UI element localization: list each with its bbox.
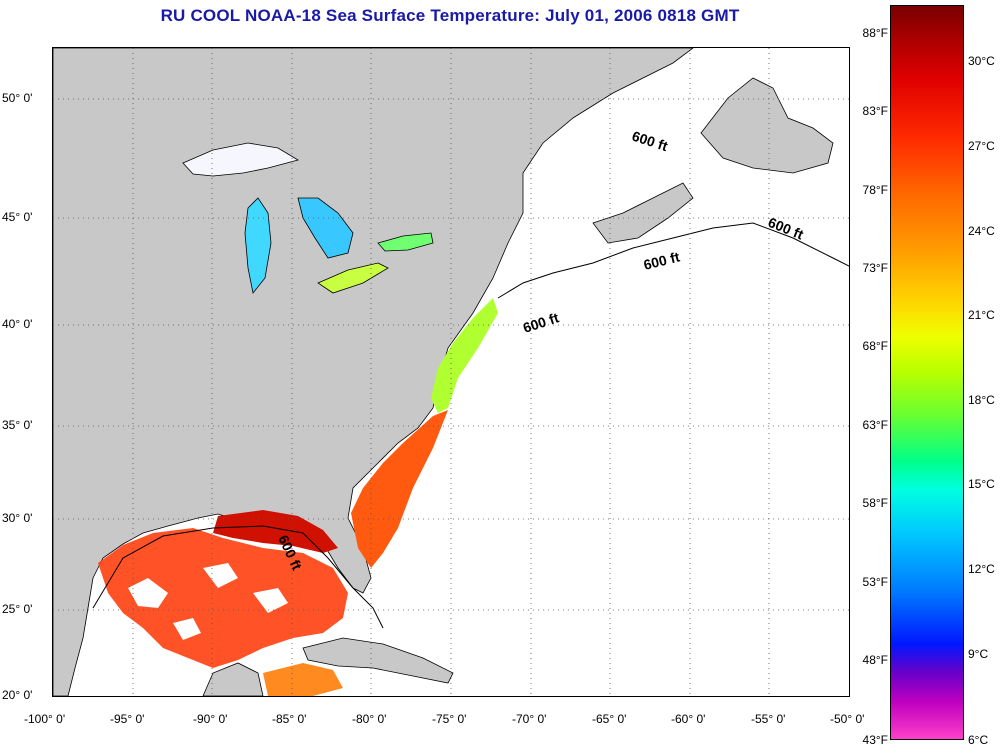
- lat-label-50: 50° 0': [2, 91, 33, 105]
- sst-map[interactable]: 600 ft 600 ft 600 ft 600 ft 600 ft: [52, 47, 850, 697]
- lat-label-30: 30° 0': [2, 511, 33, 525]
- land-nova-scotia: [592, 182, 694, 244]
- lon-label-70: -70° 0': [512, 712, 547, 726]
- sst-swath-southeast: [351, 410, 448, 568]
- cbar-label-c-30: 30°C: [968, 54, 995, 68]
- cbar-label-f-78: 78°F: [862, 183, 888, 197]
- sst-caribbean: [263, 663, 343, 696]
- cbar-label-c-18: 18°C: [968, 393, 995, 407]
- contour-label-1: 600 ft: [630, 128, 670, 155]
- lon-label-100: -100° 0': [24, 712, 66, 726]
- land-yucatan: [202, 662, 264, 696]
- lake-ontario: [377, 232, 434, 252]
- lake-michigan: [244, 197, 272, 294]
- lake-superior: [182, 142, 300, 177]
- lake-huron: [297, 197, 354, 259]
- land-newfoundland: [700, 77, 834, 174]
- map-title: RU COOL NOAA-18 Sea Surface Temperature:…: [160, 6, 740, 25]
- isobath-600ft: [497, 222, 849, 299]
- cbar-label-f-48: 48°F: [862, 653, 888, 667]
- contour-label-4: 600 ft: [521, 309, 561, 336]
- cbar-label-c-24: 24°C: [968, 224, 995, 238]
- cbar-label-f-53: 53°F: [862, 575, 888, 589]
- lon-label-75: -75° 0': [432, 712, 467, 726]
- contour-label-2: 600 ft: [766, 214, 806, 243]
- cbar-label-f-58: 58°F: [862, 496, 888, 510]
- cbar-label-c-9: 9°C: [968, 647, 989, 661]
- cbar-label-f-68: 68°F: [862, 339, 888, 353]
- cbar-label-f-73: 73°F: [862, 261, 888, 275]
- cbar-label-c-6: 6°C: [968, 733, 989, 747]
- cbar-label-c-21: 21°C: [968, 308, 995, 322]
- lon-label-95: -95° 0': [110, 712, 145, 726]
- cbar-label-c-27: 27°C: [968, 139, 995, 153]
- contour-label-3: 600 ft: [642, 248, 682, 272]
- sst-swath-midatlantic: [431, 298, 498, 413]
- map-canvas: 600 ft 600 ft 600 ft 600 ft 600 ft: [53, 48, 849, 696]
- lat-label-20: 20° 0': [2, 688, 33, 702]
- lat-label-25: 25° 0': [2, 602, 33, 616]
- sst-gulf-gaps: [128, 563, 288, 640]
- lon-label-60: -60° 0': [671, 712, 706, 726]
- graticule: [53, 48, 849, 696]
- lon-label-80: -80° 0': [352, 712, 387, 726]
- lon-label-55: -55° 0': [751, 712, 786, 726]
- lon-label-50: -50° 0': [830, 712, 865, 726]
- lon-label-85: -85° 0': [272, 712, 307, 726]
- cbar-label-c-12: 12°C: [968, 562, 995, 576]
- cbar-label-f-43: 43°F: [862, 733, 888, 747]
- sst-gulf-north: [213, 510, 338, 553]
- sst-colorbar: [890, 5, 964, 740]
- lon-label-65: -65° 0': [592, 712, 627, 726]
- cbar-label-f-88: 88°F: [862, 26, 888, 40]
- land-cuba: [302, 637, 454, 684]
- isobath-600ft-gulf: [92, 525, 384, 629]
- lon-label-90: -90° 0': [193, 712, 228, 726]
- cbar-label-f-83: 83°F: [862, 104, 888, 118]
- cbar-label-f-63: 63°F: [862, 418, 888, 432]
- sst-gulf-main: [98, 528, 348, 668]
- lat-label-40: 40° 0': [2, 317, 33, 331]
- lake-erie: [317, 262, 389, 294]
- lat-label-35: 35° 0': [2, 418, 33, 432]
- lat-label-45: 45° 0': [2, 210, 33, 224]
- cbar-label-c-15: 15°C: [968, 477, 995, 491]
